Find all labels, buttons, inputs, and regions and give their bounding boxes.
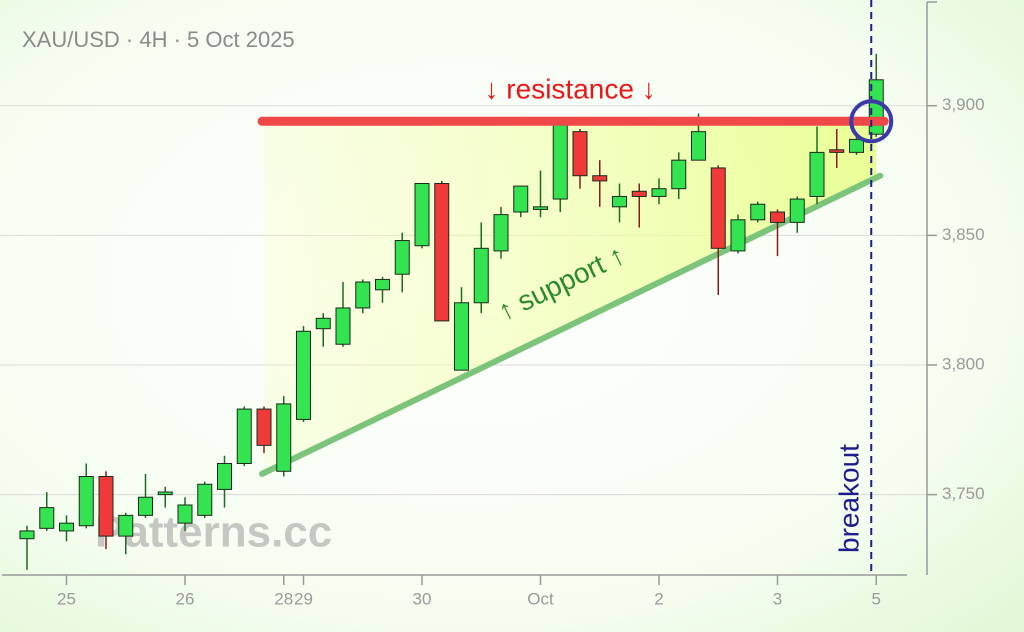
x-tick-label: 29 [294, 589, 313, 608]
candle-body [651, 188, 667, 197]
x-tick-label: Oct [527, 589, 554, 608]
x-tick-label: 26 [176, 589, 195, 608]
candle-body [78, 475, 94, 527]
candle-body [236, 408, 252, 465]
candle-body [454, 302, 469, 371]
candle-body [19, 530, 35, 540]
candle-body [394, 240, 410, 275]
x-tick-label: 30 [413, 589, 432, 608]
candle-body [138, 496, 153, 516]
candle-body [375, 278, 390, 291]
candle-body [809, 151, 825, 197]
watermark: Patterns.cc [95, 508, 332, 557]
candle-body [59, 522, 74, 532]
x-tick-label: 3 [773, 589, 782, 608]
candle-body [493, 214, 509, 252]
breakout-circle [849, 99, 894, 144]
candle-body [730, 219, 746, 252]
candle-body [118, 514, 134, 537]
candle-body [829, 149, 845, 153]
candle-body [789, 198, 805, 223]
x-tick-label: 5 [872, 589, 881, 608]
candle-body [691, 131, 706, 161]
chart-title: XAU/USD · 4H · 5 Oct 2025 [22, 27, 295, 52]
candle-body [315, 317, 331, 330]
x-tick-label: 28 [274, 589, 293, 608]
candle-body [414, 182, 430, 247]
candle-body [572, 131, 588, 177]
candle-body [177, 504, 193, 524]
y-tick-label: 3,900 [942, 95, 985, 114]
candle-body [671, 159, 687, 190]
candle-body [533, 206, 548, 210]
candle-body [612, 195, 627, 208]
candle-body [552, 120, 568, 200]
candle-body [513, 185, 529, 213]
candle-body [592, 175, 608, 182]
y-tick-label: 3,750 [942, 484, 985, 503]
x-tick-label: 2 [654, 589, 663, 608]
candle-body [434, 182, 450, 322]
breakout-label: breakout [834, 444, 865, 553]
candle-body [355, 281, 371, 309]
candle-body [256, 408, 272, 446]
candle-body [849, 138, 864, 153]
candle-body [197, 483, 213, 516]
candle-body [770, 211, 785, 223]
candle-body [39, 507, 55, 529]
y-tick-label: 3,850 [942, 225, 985, 244]
candle-body [473, 247, 489, 304]
candle-body [98, 475, 114, 537]
candle-body [157, 491, 173, 496]
candle-body [750, 203, 766, 221]
candle-body [217, 463, 232, 490]
resistance-label: ↓ resistance ↓ [485, 74, 656, 105]
candle-body [276, 403, 292, 472]
candle-body [335, 307, 351, 345]
x-tick-label: 25 [57, 589, 76, 608]
candle-body [631, 190, 647, 197]
candle-body [296, 330, 311, 420]
candle-body [710, 167, 726, 249]
y-tick-label: 3,800 [942, 354, 985, 373]
